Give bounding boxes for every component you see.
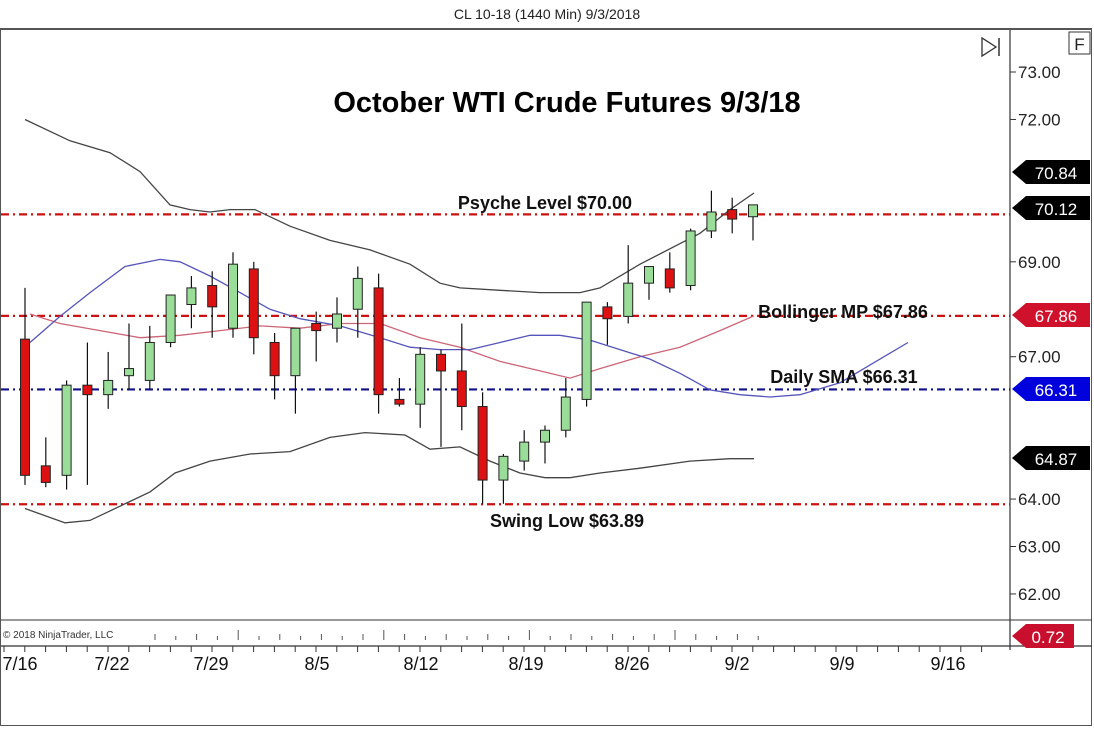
svg-text:67.86: 67.86 — [1035, 307, 1078, 326]
x-tick-label: 9/16 — [930, 654, 965, 674]
lower-panel-value-tag: 0.72 — [1012, 624, 1074, 648]
candle — [477, 392, 488, 504]
fixed-scale-label: F — [1074, 35, 1084, 54]
x-tick-label: 7/29 — [193, 654, 228, 674]
candle — [685, 228, 696, 291]
play-to-end-icon — [981, 36, 998, 58]
chart-frame — [0, 28, 1092, 726]
candle — [40, 437, 51, 488]
psyche-level-label: Psyche Level $70.00 — [458, 193, 632, 213]
y-tick-label: 72.00 — [1018, 110, 1061, 129]
candle — [332, 297, 342, 343]
candle — [248, 261, 259, 355]
price-tag-70.12: 70.12 — [1012, 196, 1090, 220]
price-tag-70.84: 70.84 — [1012, 160, 1090, 184]
candle — [269, 332, 280, 400]
candle — [144, 325, 155, 390]
y-tick-label: 63.00 — [1018, 538, 1061, 557]
x-tick-label: 8/5 — [304, 654, 329, 674]
candle — [498, 453, 509, 504]
x-tick-label: 8/19 — [508, 654, 543, 674]
candle — [664, 252, 675, 293]
candle — [228, 252, 238, 338]
candle — [290, 327, 301, 414]
candle — [644, 266, 654, 300]
svg-text:70.12: 70.12 — [1035, 200, 1078, 219]
y-tick-label: 73.00 — [1018, 63, 1061, 82]
candle — [456, 323, 467, 431]
candle — [540, 425, 550, 464]
swing-low-label: Swing Low $63.89 — [490, 511, 644, 531]
candle — [415, 347, 426, 428]
y-tick-label: 62.00 — [1018, 585, 1061, 604]
daily-sma-label: Daily SMA $66.31 — [770, 367, 917, 387]
candle — [352, 266, 363, 338]
candle — [560, 378, 571, 438]
series-bollinger-mp — [29, 313, 755, 379]
candle — [103, 351, 114, 409]
candle — [727, 197, 738, 234]
series-bollinger-lower — [24, 431, 754, 524]
y-tick-label: 64.00 — [1018, 490, 1061, 509]
x-tick-label: 7/22 — [94, 654, 129, 674]
x-tick-label: 7/16 — [2, 654, 37, 674]
candle — [436, 349, 446, 447]
series-daily-sma — [29, 258, 909, 398]
price-tag-66.31: 66.31 — [1012, 377, 1090, 401]
x-tick-label: 9/9 — [829, 654, 854, 674]
chart-title: October WTI Crude Futures 9/3/18 — [333, 87, 800, 119]
window-title: CL 10-18 (1440 Min) 9/3/2018 — [453, 6, 641, 22]
autoscroll-button[interactable] — [981, 36, 1000, 58]
candle — [82, 342, 93, 485]
candle — [373, 273, 384, 414]
candle — [124, 323, 134, 390]
fixed-scale-button[interactable]: F — [1068, 31, 1091, 55]
candle — [602, 302, 613, 345]
y-tick-label: 67.00 — [1018, 348, 1061, 367]
candle — [186, 276, 197, 329]
price-tag-67.86: 67.86 — [1012, 303, 1090, 327]
candle — [706, 190, 717, 239]
x-tick-label: 9/2 — [724, 654, 749, 674]
candle — [519, 430, 530, 471]
x-tick-label: 8/12 — [403, 654, 438, 674]
svg-text:0.72: 0.72 — [1031, 628, 1064, 647]
candle — [20, 287, 30, 485]
svg-text:64.87: 64.87 — [1035, 450, 1078, 469]
candle — [581, 301, 592, 407]
candle — [394, 378, 405, 407]
series-bollinger-upper — [24, 118, 755, 294]
y-tick-label: 69.00 — [1018, 253, 1061, 272]
candle — [207, 271, 218, 338]
candle — [165, 294, 176, 348]
bollinger-mp-label: Bollinger MP $67.86 — [758, 302, 928, 322]
copyright-text: © 2018 NinjaTrader, LLC — [3, 630, 113, 641]
candle — [311, 311, 322, 362]
price-tag-64.87: 64.87 — [1012, 446, 1090, 470]
x-tick-label: 8/26 — [614, 654, 649, 674]
svg-text:70.84: 70.84 — [1035, 164, 1078, 183]
candle — [623, 245, 634, 324]
candle — [748, 204, 758, 241]
svg-text:66.31: 66.31 — [1035, 381, 1078, 400]
candle — [61, 380, 72, 490]
